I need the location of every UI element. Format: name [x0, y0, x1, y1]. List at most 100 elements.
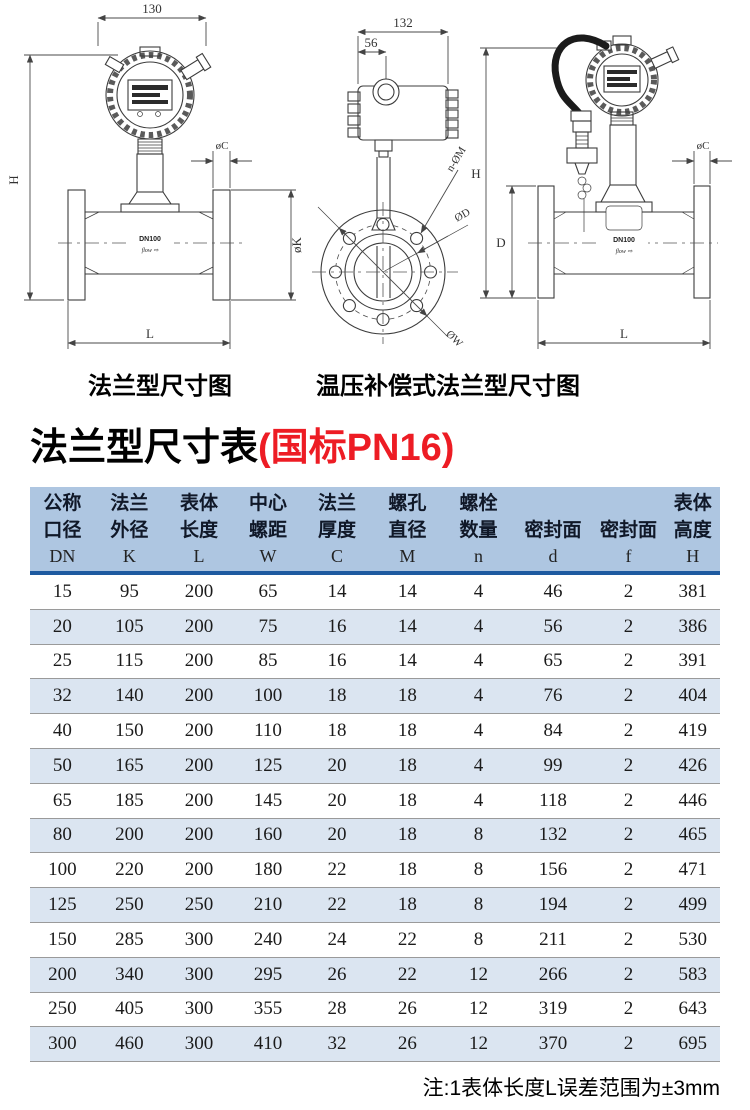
table-cell: 8 — [442, 887, 515, 923]
table-row: 150 285 300 240 24 22 8 211 2 530 — [30, 922, 720, 958]
table-row: 250 405 300 355 28 26 12 319 2 643 — [30, 992, 720, 1028]
column-header-line: 公称 — [43, 493, 82, 514]
table-cell: 125 — [30, 887, 95, 923]
table-cell: 2 — [591, 644, 666, 680]
table-cell: 583 — [665, 957, 720, 993]
column-header: 螺孔 直径 M — [372, 487, 443, 575]
table-cell: 200 — [163, 609, 235, 645]
table-cell: 56 — [514, 609, 592, 645]
column-header-line: 厚度 — [318, 520, 357, 541]
table-cell: 165 — [94, 748, 164, 784]
body-label: DN100 — [139, 236, 161, 243]
table-cell: 426 — [665, 748, 720, 784]
table-cell: 26 — [372, 1026, 443, 1063]
table-cell: 404 — [665, 678, 720, 715]
table-cell: 40 — [30, 713, 95, 749]
table-cell: 410 — [234, 1026, 302, 1063]
table-cell: 125 — [234, 748, 302, 784]
table-cell: 8 — [442, 922, 515, 958]
table-cell: 14 — [372, 573, 443, 610]
table-cell: 8 — [442, 818, 515, 854]
table-cell: 26 — [301, 957, 373, 993]
table-cell: 381 — [665, 573, 720, 610]
table-cell: 20 — [301, 818, 373, 854]
table-cell: 20 — [30, 609, 95, 645]
table-cell: 211 — [514, 922, 592, 958]
body-label: DN100 — [613, 237, 635, 244]
table-cell: 14 — [372, 609, 443, 645]
column-header: 法兰 外径 K — [94, 487, 164, 575]
table-cell: 300 — [163, 957, 235, 993]
table-cell: 4 — [442, 713, 515, 749]
column-header-line: 密封面 — [524, 520, 582, 541]
table-row: 50 165 200 125 20 18 4 99 2 426 — [30, 748, 720, 784]
table-cell: 4 — [442, 644, 515, 680]
table-cell: 100 — [30, 852, 95, 889]
column-header-line: 口径 — [43, 520, 82, 541]
table-cell: 24 — [301, 922, 373, 958]
table-cell: 14 — [372, 644, 443, 680]
table-row: 25 115 200 85 16 14 4 65 2 391 — [30, 644, 720, 680]
table-cell: 16 — [301, 644, 373, 680]
table-cell: 2 — [591, 783, 666, 819]
column-header-line: 中心 — [249, 493, 288, 514]
table-cell: 2 — [591, 852, 666, 889]
caption-compensated-type: 温压补偿式法兰型尺寸图 — [316, 373, 580, 400]
table-cell: 32 — [30, 678, 95, 715]
column-header-line: 法兰 — [318, 493, 357, 514]
table-cell: 460 — [94, 1026, 164, 1063]
table-cell: 140 — [94, 678, 164, 715]
table-cell: 200 — [163, 852, 235, 889]
table-cell: 2 — [591, 992, 666, 1028]
column-header-symbol: W — [259, 546, 277, 566]
column-header: 表体高度 H — [665, 487, 720, 575]
column-header-symbol: f — [625, 546, 632, 566]
column-header-line: 表体 — [673, 493, 712, 514]
table-cell: 4 — [442, 573, 515, 610]
table-cell: 18 — [372, 678, 443, 715]
flange-type-drawing: 130 H — [6, 1, 304, 349]
table-cell: 85 — [234, 644, 302, 680]
dimension-label: H — [471, 166, 480, 181]
table-row: 200 340 300 295 26 22 12 266 2 583 — [30, 957, 720, 993]
table-cell: 2 — [591, 573, 666, 610]
flow-label: flow ⇨ — [616, 248, 634, 255]
table-cell: 4 — [442, 748, 515, 784]
table-cell: 220 — [94, 852, 164, 889]
column-header: 公称 口径 DN — [30, 487, 95, 575]
table-cell: 16 — [301, 609, 373, 645]
table-cell: 65 — [514, 644, 592, 680]
table-cell: 18 — [301, 713, 373, 749]
column-header-line: 高度 — [673, 520, 712, 541]
column-header: 螺栓 数量 n — [442, 487, 515, 575]
column-header: 表体 长度 L — [163, 487, 235, 575]
dimension-table: 公称 口径 DN 法兰 外径 K 表体 长度 L 中心 螺距 W 法兰 厚度 C 螺孔 直径 M 螺栓 数量 n 密封面 d… — [30, 487, 720, 1063]
table-row: 20 105 200 75 16 14 4 56 2 386 — [30, 609, 720, 645]
table-cell: 110 — [234, 713, 302, 749]
table-cell: 95 — [94, 573, 164, 610]
table-cell: 300 — [163, 922, 235, 958]
dimension-label: D — [496, 235, 505, 250]
table-cell: 160 — [234, 818, 302, 854]
table-cell: 50 — [30, 748, 95, 784]
dimension-label: ØW — [443, 328, 465, 350]
dimension-label: H — [6, 175, 21, 184]
dimension-label: L — [146, 326, 154, 341]
column-header-symbol: H — [686, 546, 700, 566]
table-row: 80 200 200 160 20 18 8 132 2 465 — [30, 818, 720, 854]
table-row: 300 460 300 410 32 26 12 370 2 695 — [30, 1026, 720, 1063]
dimension-label: øC — [216, 140, 229, 152]
table-cell: 2 — [591, 957, 666, 993]
table-cell: 200 — [163, 818, 235, 854]
column-header-symbol: L — [193, 546, 205, 566]
table-cell: 266 — [514, 957, 592, 993]
table-cell: 12 — [442, 957, 515, 993]
footnote: 注:1表体长度L误差范围为±3mm — [422, 1077, 720, 1100]
table-cell: 22 — [372, 957, 443, 993]
table-cell: 200 — [163, 783, 235, 819]
column-header-line: 密封面 — [600, 520, 658, 541]
table-cell: 2 — [591, 1026, 666, 1063]
column-header-symbol: M — [399, 546, 416, 566]
table-cell: 405 — [94, 992, 164, 1028]
table-cell: 18 — [372, 818, 443, 854]
